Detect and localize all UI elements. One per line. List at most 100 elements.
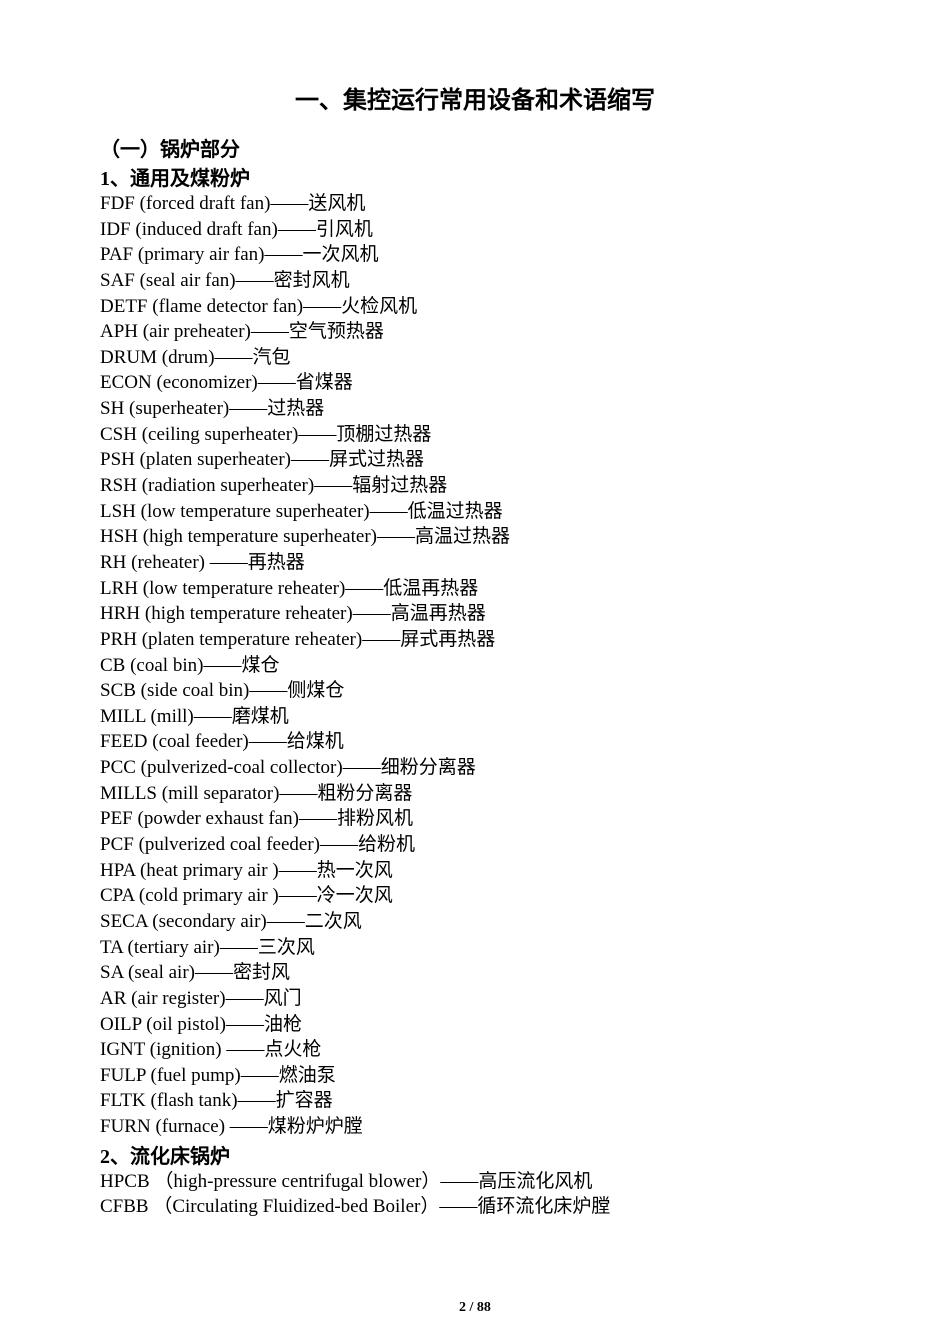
term-abbr: CPA <box>100 885 139 906</box>
term-fullname: (seal air) <box>128 962 195 983</box>
term-dash: ―― <box>440 1171 478 1192</box>
term-abbr: HRH <box>100 603 145 624</box>
term-dash: ―― <box>249 731 287 752</box>
term-translation: 低温过热器 <box>408 501 503 522</box>
term-fullname: (secondary air) <box>152 911 266 932</box>
term-translation: 给煤机 <box>287 731 344 752</box>
term-abbr: CFBB <box>100 1196 153 1217</box>
term-dash: ―― <box>377 526 415 547</box>
term-translation: 一次风机 <box>302 244 378 265</box>
term-abbr: PSH <box>100 449 140 470</box>
term-fullname: (ignition) <box>150 1039 227 1060</box>
term-fullname: (flame detector fan) <box>152 296 303 317</box>
term-line: AR (air register)――风门 <box>100 986 850 1012</box>
term-line: SAF (seal air fan)――密封风机 <box>100 268 850 294</box>
term-fullname: (economizer) <box>156 372 257 393</box>
document-page: 一、集控运行常用设备和术语缩写 （一）锅炉部分 1、通用及煤粉炉 FDF (fo… <box>0 0 950 1344</box>
term-line: MILLS (mill separator)――粗粉分离器 <box>100 781 850 807</box>
term-fullname: （high-pressure centrifugal blower） <box>154 1171 440 1192</box>
term-line: CB (coal bin)――煤仓 <box>100 653 850 679</box>
term-dash: ―― <box>241 1065 279 1086</box>
term-line: PEF (powder exhaust fan)――排粉风机 <box>100 806 850 832</box>
term-dash: ―― <box>229 398 267 419</box>
term-dash: ―― <box>303 296 341 317</box>
term-translation: 密封风 <box>233 962 290 983</box>
term-translation: 引风机 <box>316 219 373 240</box>
term-fullname: (heat primary air ) <box>140 860 279 881</box>
term-dash: ―― <box>270 193 308 214</box>
term-abbr: LSH <box>100 501 141 522</box>
term-line: CPA (cold primary air )――冷一次风 <box>100 883 850 909</box>
section-heading: （一）锅炉部分 <box>100 133 850 162</box>
term-translation: 二次风 <box>305 911 362 932</box>
term-fullname: (flash tank) <box>151 1090 238 1111</box>
term-abbr: DRUM <box>100 347 162 368</box>
term-dash: ―― <box>251 321 289 342</box>
term-dash: ―― <box>203 655 241 676</box>
term-abbr: CB <box>100 655 130 676</box>
term-dash: ―― <box>238 1090 276 1111</box>
term-dash: ―― <box>279 885 317 906</box>
term-abbr: DETF <box>100 296 152 317</box>
term-dash: ―― <box>258 372 296 393</box>
term-abbr: TA <box>100 937 128 958</box>
term-translation: 煤仓 <box>241 655 279 676</box>
page-title: 一、集控运行常用设备和术语缩写 <box>100 80 850 115</box>
term-abbr: PCF <box>100 834 139 855</box>
term-translation: 燃油泵 <box>279 1065 336 1086</box>
term-translation: 高温过热器 <box>415 526 510 547</box>
term-abbr: SCB <box>100 680 141 701</box>
term-abbr: HPCB <box>100 1171 154 1192</box>
term-translation: 屏式过热器 <box>329 449 424 470</box>
term-abbr: ECON <box>100 372 156 393</box>
term-line: IGNT (ignition) ――点火枪 <box>100 1037 850 1063</box>
term-abbr: HSH <box>100 526 143 547</box>
term-line: PRH (platen temperature reheater)――屏式再热器 <box>100 627 850 653</box>
term-fullname: (pulverized coal feeder) <box>139 834 320 855</box>
term-line: FDF (forced draft fan)――送风机 <box>100 191 850 217</box>
term-line: DETF (flame detector fan)――火检风机 <box>100 294 850 320</box>
term-translation: 冷一次风 <box>317 885 393 906</box>
term-fullname: (forced draft fan) <box>140 193 271 214</box>
term-line: LRH (low temperature reheater)――低温再热器 <box>100 576 850 602</box>
term-translation: 高温再热器 <box>391 603 486 624</box>
term-dash: ―― <box>298 424 336 445</box>
term-line: RH (reheater) ――再热器 <box>100 550 850 576</box>
term-translation: 磨煤机 <box>232 706 289 727</box>
term-line: DRUM (drum)――汽包 <box>100 345 850 371</box>
term-abbr: RH <box>100 552 131 573</box>
page-number: 2 / 88 <box>0 1300 950 1316</box>
term-line: MILL (mill)――磨煤机 <box>100 704 850 730</box>
term-abbr: SA <box>100 962 128 983</box>
term-abbr: FURN <box>100 1116 155 1137</box>
term-fullname: (seal air fan) <box>140 270 236 291</box>
term-translation: 煤粉炉炉膛 <box>268 1116 363 1137</box>
term-fullname: (low temperature superheater) <box>141 501 370 522</box>
term-line: HPCB （high-pressure centrifugal blower）―… <box>100 1169 850 1195</box>
term-abbr: PAF <box>100 244 138 265</box>
term-dash: ―― <box>210 552 248 573</box>
term-fullname: (air preheater) <box>143 321 251 342</box>
term-translation: 给粉机 <box>358 834 415 855</box>
term-translation: 顶棚过热器 <box>336 424 431 445</box>
term-translation: 汽包 <box>253 347 291 368</box>
term-line: FURN (furnace) ――煤粉炉炉膛 <box>100 1114 850 1140</box>
term-translation: 低温再热器 <box>383 578 478 599</box>
term-line: SCB (side coal bin)――侧煤仓 <box>100 678 850 704</box>
term-fullname: (induced draft fan) <box>135 219 277 240</box>
term-abbr: MILLS <box>100 783 162 804</box>
term-line: CFBB （Circulating Fluidized-bed Boiler）―… <box>100 1194 850 1220</box>
term-line: HRH (high temperature reheater)――高温再热器 <box>100 601 850 627</box>
term-dash: ―― <box>439 1196 477 1217</box>
term-fullname: (low temperature reheater) <box>143 578 346 599</box>
term-dash: ―― <box>220 937 258 958</box>
term-fullname: （Circulating Fluidized-bed Boiler） <box>153 1196 439 1217</box>
term-line: PSH (platen superheater)――屏式过热器 <box>100 447 850 473</box>
term-line: LSH (low temperature superheater)――低温过热器 <box>100 499 850 525</box>
term-fullname: (tertiary air) <box>128 937 220 958</box>
term-fullname: (coal bin) <box>130 655 203 676</box>
term-abbr: SECA <box>100 911 152 932</box>
term-abbr: PEF <box>100 808 138 829</box>
term-dash: ―― <box>320 834 358 855</box>
term-line: APH (air preheater)――空气预热器 <box>100 319 850 345</box>
